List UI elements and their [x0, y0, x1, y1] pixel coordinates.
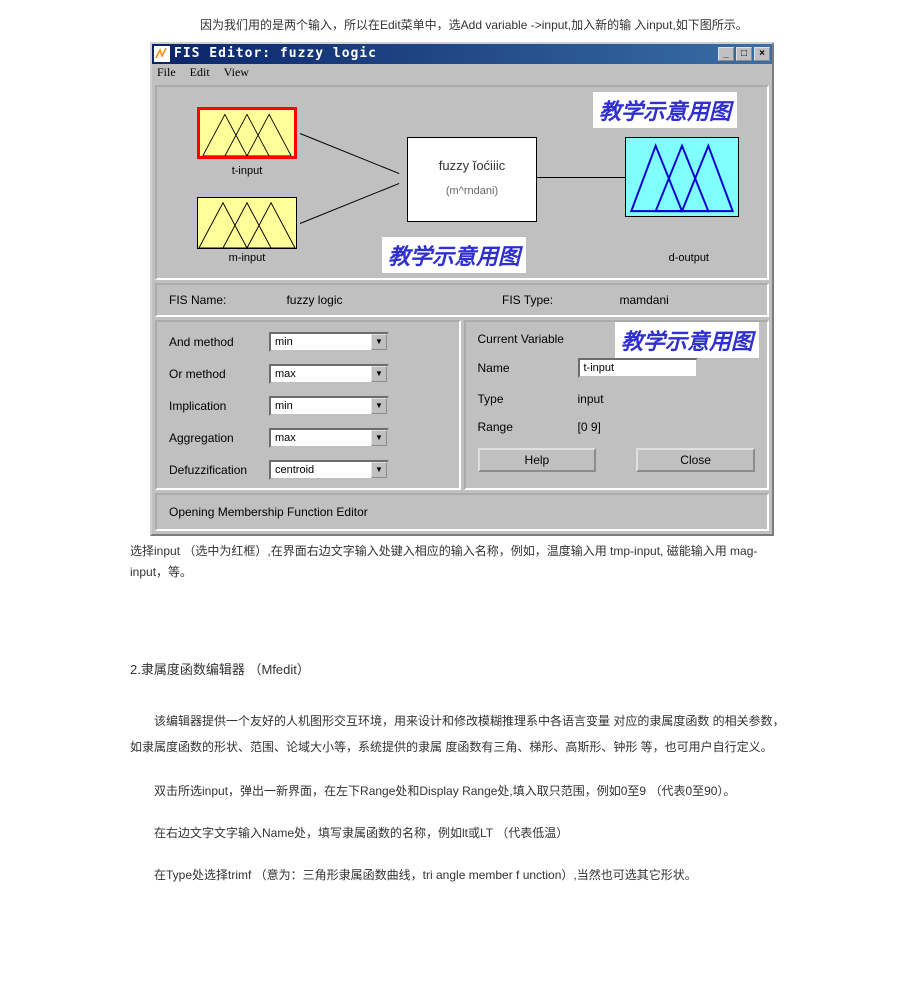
- fis-type-value: mamdani: [619, 293, 755, 307]
- or-method-label: Or method: [169, 367, 269, 381]
- close-button[interactable]: ×: [754, 47, 770, 61]
- implication-row: Implication min▼: [169, 396, 447, 416]
- current-variable-panel: 教学示意用图 Current Variable Name t-input Typ…: [464, 320, 770, 490]
- and-method-row: And method min▼: [169, 332, 447, 352]
- connector-line-1: [300, 133, 400, 174]
- menu-edit[interactable]: Edit: [190, 65, 210, 80]
- implication-dropdown[interactable]: min▼: [269, 396, 389, 416]
- implication-label: Implication: [169, 399, 269, 413]
- connector-line-3: [537, 177, 627, 178]
- input-box-m[interactable]: [197, 197, 297, 249]
- dropdown-arrow-icon: ▼: [371, 366, 387, 382]
- diagram-panel: 教学示意用图 教学示意用图 t-input: [155, 85, 769, 280]
- cv-type-value: input: [578, 392, 604, 406]
- watermark-1: 教学示意用图: [593, 92, 737, 128]
- defuzz-row: Defuzzification centroid▼: [169, 460, 447, 480]
- fis-name-label: FIS Name:: [169, 293, 286, 307]
- dropdown-arrow-icon: ▼: [371, 462, 387, 478]
- output-box[interactable]: [625, 137, 739, 217]
- center-line1: fuzzy ĭoćiiic: [408, 158, 536, 173]
- dropdown-arrow-icon: ▼: [371, 334, 387, 350]
- button-row: Help Close: [478, 448, 756, 472]
- watermark-3: 教学示意用图: [615, 322, 759, 358]
- page-container: 因为我们用的是两个输入，所以在Edit菜单中，选Add variable ->i…: [0, 0, 920, 907]
- input-label-t: t-input: [197, 165, 297, 177]
- methods-panel: And method min▼ Or method max▼ Implicati…: [155, 320, 461, 490]
- intro-text: 因为我们用的是两个输入，所以在Edit菜单中，选Add variable ->i…: [200, 15, 790, 37]
- cv-range-value: [0 9]: [578, 420, 601, 434]
- cv-name-input[interactable]: t-input: [578, 358, 698, 378]
- and-method-label: And method: [169, 335, 269, 349]
- or-method-dropdown[interactable]: max▼: [269, 364, 389, 384]
- menu-view[interactable]: View: [224, 65, 249, 80]
- fis-name-value: fuzzy logic: [286, 293, 422, 307]
- minimize-button[interactable]: _: [718, 47, 734, 61]
- input-label-m: m-input: [197, 252, 297, 264]
- fis-editor-screenshot: FIS Editor: fuzzy logic _ □ × File Edit …: [150, 42, 774, 536]
- cv-range-label: Range: [478, 420, 578, 434]
- cv-range-row: Range [0 9]: [478, 420, 756, 434]
- section2-title: 2.隶属度函数编辑器 （Mfedit）: [130, 659, 790, 678]
- fuzzy-system-box[interactable]: fuzzy ĭoćiiic (m^rndani): [407, 137, 537, 222]
- post-screenshot-text: 选择input （选中为红框）,在界面右边文字输入处键入相应的输入名称，例如，温…: [130, 541, 790, 584]
- window-buttons: _ □ ×: [718, 47, 770, 61]
- window-titlebar: FIS Editor: fuzzy logic _ □ ×: [152, 44, 772, 64]
- connector-line-2: [300, 183, 400, 224]
- and-method-dropdown[interactable]: min▼: [269, 332, 389, 352]
- help-button[interactable]: Help: [478, 448, 597, 472]
- menubar: File Edit View: [152, 64, 772, 82]
- output-label: d-output: [669, 252, 709, 264]
- defuzz-dropdown[interactable]: centroid▼: [269, 460, 389, 480]
- section2-p1: 该编辑器提供一个友好的人机图形交互环境，用来设计和修改模糊推理系中各语言变量 对…: [130, 708, 790, 761]
- cv-name-label: Name: [478, 361, 578, 375]
- bottom-panels: And method min▼ Or method max▼ Implicati…: [155, 320, 769, 490]
- watermark-2: 教学示意用图: [382, 237, 526, 273]
- aggregation-label: Aggregation: [169, 431, 269, 445]
- close-panel-button[interactable]: Close: [636, 448, 755, 472]
- input-box-t[interactable]: [197, 107, 297, 159]
- cv-name-row: Name t-input: [478, 358, 756, 378]
- menu-file[interactable]: File: [157, 65, 176, 80]
- dropdown-arrow-icon: ▼: [371, 430, 387, 446]
- fis-type-label: FIS Type:: [502, 293, 619, 307]
- window-title: FIS Editor: fuzzy logic: [174, 46, 718, 61]
- cv-type-label: Type: [478, 392, 578, 406]
- fis-info-row: FIS Name: fuzzy logic FIS Type: mamdani: [155, 283, 769, 317]
- aggregation-row: Aggregation max▼: [169, 428, 447, 448]
- content-area: 教学示意用图 教学示意用图 t-input: [152, 82, 772, 534]
- section2-p3: 在右边文字文字输入Name处，填写隶属函数的名称，例如lt或LT （代表低温）: [130, 821, 790, 845]
- section2-p2: 双击所选input，弹出一新界面，在左下Range处和Display Range…: [130, 779, 790, 803]
- section2-p4: 在Type处选择trimf （意为：三角形隶属函数曲线，tri angle me…: [130, 863, 790, 887]
- aggregation-dropdown[interactable]: max▼: [269, 428, 389, 448]
- defuzz-label: Defuzzification: [169, 463, 269, 477]
- dropdown-arrow-icon: ▼: [371, 398, 387, 414]
- or-method-row: Or method max▼: [169, 364, 447, 384]
- center-line2: (m^rndani): [408, 185, 536, 197]
- status-bar: Opening Membership Function Editor: [155, 493, 769, 531]
- cv-type-row: Type input: [478, 392, 756, 406]
- maximize-button[interactable]: □: [736, 47, 752, 61]
- app-icon: [154, 46, 170, 62]
